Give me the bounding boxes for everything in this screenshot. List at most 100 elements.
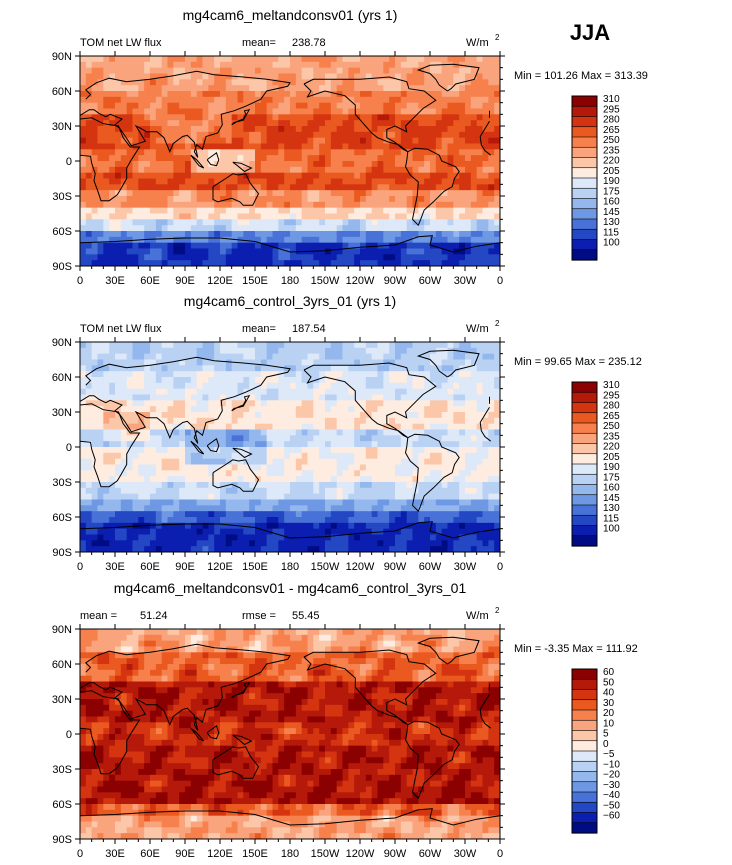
heatmap-cell	[260, 487, 268, 495]
heatmap-cell	[301, 155, 308, 162]
heatmap-cell	[167, 231, 174, 238]
heatmap-cell	[447, 143, 454, 150]
heatmap-cell	[371, 394, 378, 401]
heatmap-cell	[80, 482, 87, 489]
heatmap-cell	[243, 213, 250, 220]
heatmap-cell	[208, 423, 215, 430]
heatmap-cell	[214, 248, 221, 255]
heatmap-cell	[255, 429, 262, 436]
heatmap-cell	[330, 219, 338, 226]
heatmap-cell	[126, 347, 133, 355]
heatmap-cell	[80, 458, 87, 465]
heatmap-cell	[319, 231, 326, 238]
heatmap-cell	[325, 470, 332, 477]
heatmap-cell	[272, 67, 279, 74]
heatmap-cell	[179, 417, 186, 425]
heatmap-cell	[80, 452, 87, 460]
heatmap-cell	[115, 254, 122, 261]
heatmap-cell	[120, 242, 128, 249]
coastline	[479, 136, 492, 156]
heatmap-cell	[360, 166, 367, 174]
chart-panel-2: mg4cam6_control_3yrs_01 (yrs 1)TOM net L…	[52, 293, 642, 573]
heatmap-cell	[377, 91, 384, 98]
heatmap-cell	[459, 412, 466, 419]
heatmap-cell	[220, 435, 227, 442]
heatmap-cell	[150, 423, 157, 430]
heatmap-cell	[360, 207, 367, 214]
heatmap-cell	[377, 388, 384, 395]
heatmap-cell	[202, 458, 209, 465]
heatmap-cell	[214, 359, 221, 366]
heatmap-cell	[97, 213, 104, 220]
heatmap-cell	[225, 394, 233, 401]
heatmap-cell	[360, 201, 367, 209]
heatmap-cell	[470, 412, 478, 419]
heatmap-cell	[284, 429, 291, 436]
heatmap-cell	[424, 184, 431, 191]
coastline	[232, 161, 253, 173]
heatmap-cell	[295, 102, 303, 109]
heatmap-cell	[371, 172, 378, 179]
heatmap-cell	[278, 458, 285, 465]
heatmap-cell	[435, 248, 443, 255]
heatmap-cell	[494, 429, 500, 436]
heatmap-cell	[150, 505, 157, 512]
heatmap-cell	[354, 377, 361, 384]
heatmap-cell	[360, 505, 367, 512]
heatmap-cell	[447, 213, 454, 220]
x-tick-label: 120E	[207, 275, 233, 287]
heatmap-cell	[249, 394, 256, 401]
heatmap-cell	[290, 464, 297, 471]
heatmap-cell	[377, 517, 384, 524]
heatmap-cell	[161, 219, 168, 226]
heatmap-cell	[400, 365, 408, 372]
heatmap-cell	[225, 242, 233, 249]
heatmap-cell	[389, 161, 396, 168]
heatmap-cell	[348, 114, 355, 121]
heatmap-cell	[179, 505, 186, 512]
heatmap-cell	[360, 435, 367, 442]
heatmap-cell	[383, 254, 390, 261]
heatmap-cell	[103, 359, 110, 366]
heatmap-cell	[167, 342, 174, 349]
heatmap-cell	[430, 511, 437, 518]
heatmap-cell	[150, 377, 157, 384]
heatmap-cell	[278, 196, 285, 203]
heatmap-cell	[365, 511, 373, 518]
heatmap-cell	[307, 79, 314, 86]
heatmap-cell	[272, 231, 279, 238]
heatmap-cell	[430, 382, 437, 390]
heatmap-cell	[225, 149, 233, 156]
heatmap-cell	[91, 435, 98, 442]
heatmap-cell	[295, 406, 303, 413]
heatmap-cell	[377, 184, 384, 191]
heatmap-cell	[494, 400, 500, 407]
heatmap-cell	[249, 108, 256, 115]
heatmap-cell	[120, 412, 128, 419]
heatmap-cell	[144, 231, 151, 238]
heatmap-cell	[447, 67, 454, 74]
heatmap-cell	[406, 458, 413, 465]
heatmap-cell	[307, 347, 314, 355]
heatmap-cell	[290, 452, 297, 460]
heatmap-cell	[325, 482, 332, 489]
heatmap-cell	[447, 359, 454, 366]
heatmap-cell	[80, 190, 87, 197]
heatmap-cell	[167, 85, 174, 92]
heatmap-cell	[476, 120, 483, 127]
heatmap-cell	[97, 505, 104, 512]
heatmap-cell	[132, 423, 139, 430]
heatmap-cell	[208, 61, 215, 69]
heatmap-cell	[138, 499, 145, 506]
heatmap-cell	[109, 394, 116, 401]
heatmap-cell	[173, 458, 180, 465]
heatmap-cell	[389, 406, 396, 413]
heatmap-cell	[144, 143, 151, 150]
heatmap-cell	[371, 126, 378, 133]
heatmap-cell	[126, 114, 133, 121]
heatmap-cell	[120, 365, 128, 372]
heatmap-cell	[97, 429, 104, 436]
heatmap-cell	[214, 493, 221, 500]
heatmap-cell	[400, 435, 408, 442]
heatmap-cell	[330, 260, 338, 266]
